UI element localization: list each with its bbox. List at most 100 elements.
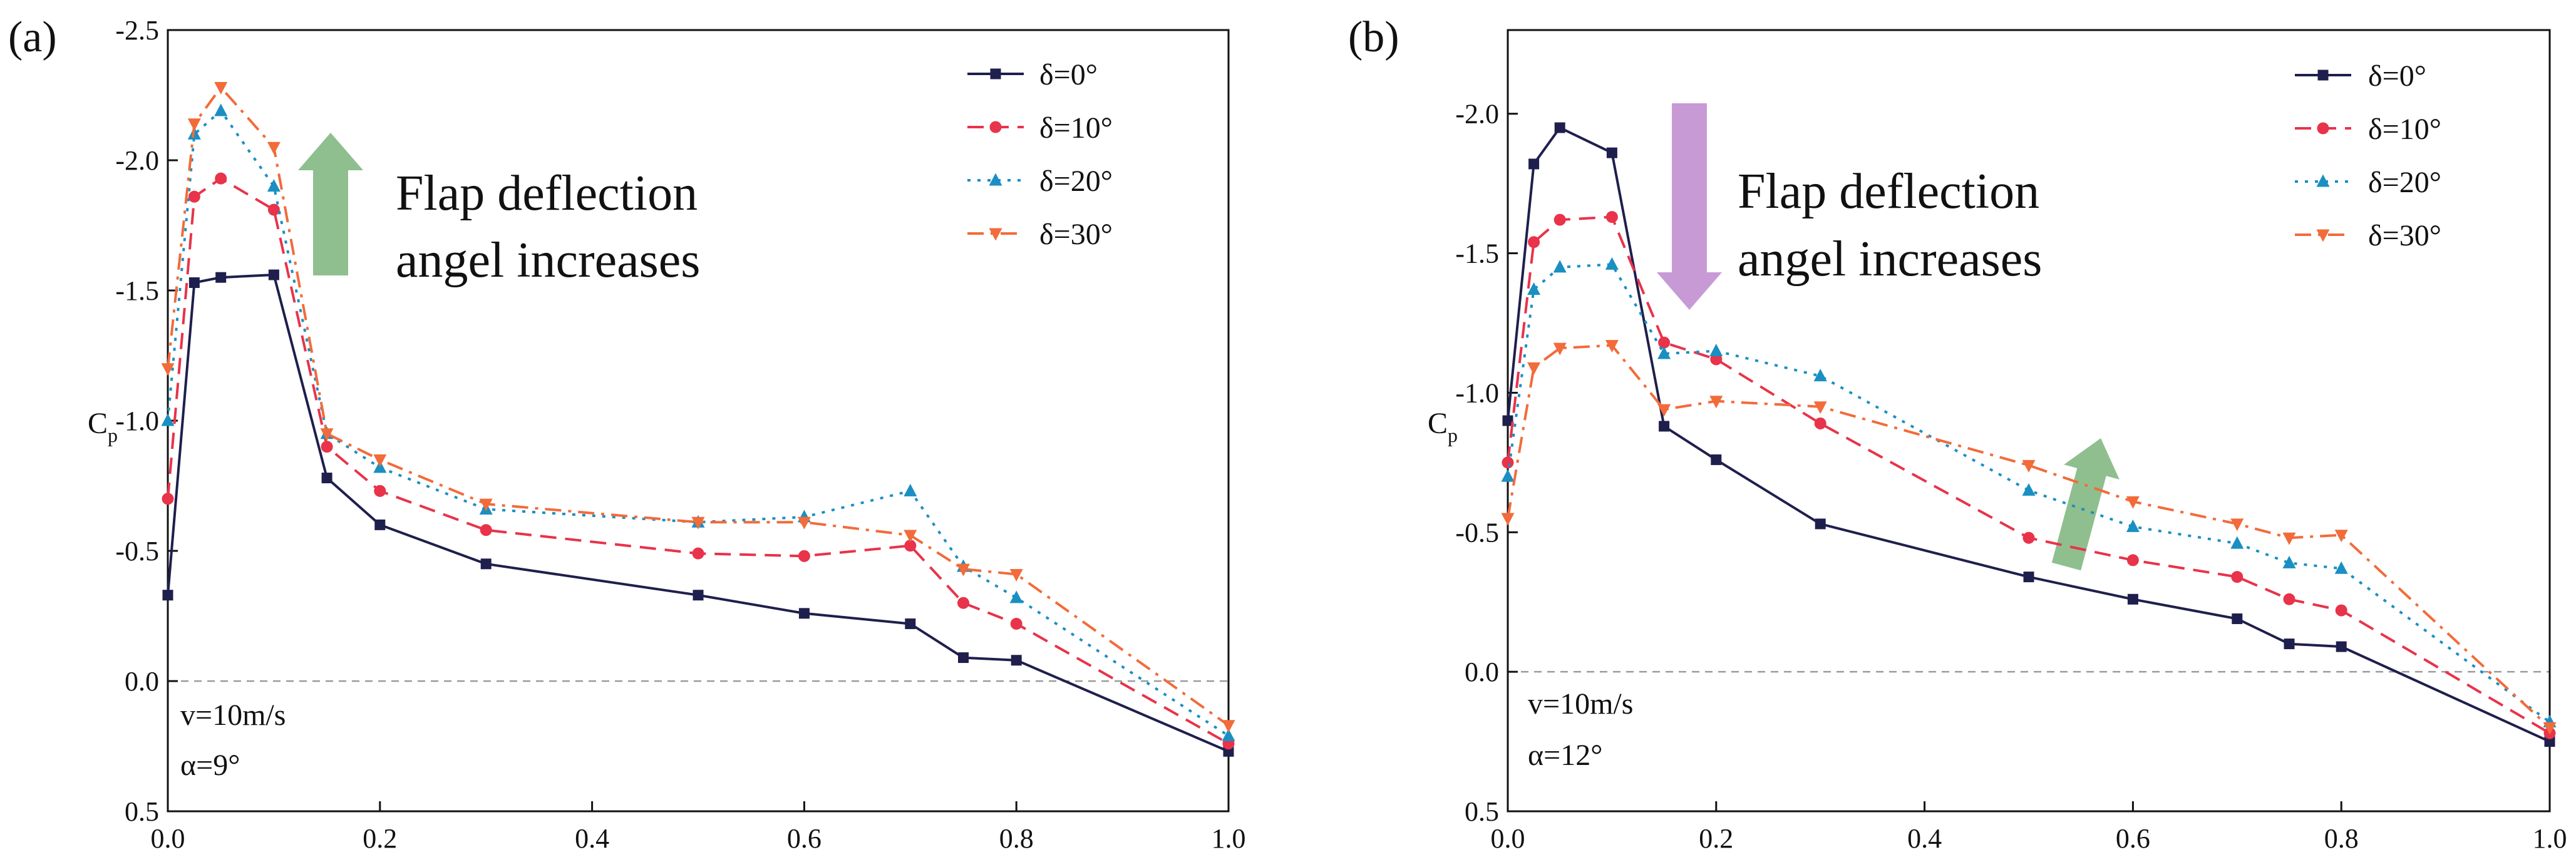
data-point bbox=[2544, 736, 2555, 747]
data-point bbox=[267, 141, 281, 155]
annotation-line-1: Flap deflection bbox=[396, 166, 698, 221]
legend-label: δ=30° bbox=[1039, 218, 1113, 251]
data-point bbox=[1528, 158, 1540, 170]
legend-entry-3: δ=30° bbox=[2295, 219, 2441, 252]
y-tick-label: -2.5 bbox=[115, 15, 159, 46]
data-point bbox=[161, 413, 175, 426]
x-tick-label: 1.0 bbox=[2533, 823, 2567, 854]
data-point bbox=[1710, 353, 1723, 366]
data-point bbox=[957, 563, 970, 577]
data-point bbox=[2284, 639, 2295, 650]
y-tick-label: -0.5 bbox=[115, 536, 159, 567]
data-point bbox=[162, 590, 173, 601]
data-point bbox=[1527, 362, 1541, 375]
panel-label: (b) bbox=[1348, 13, 1399, 61]
trend-arrow-icon bbox=[2051, 438, 2120, 571]
data-point bbox=[2543, 722, 2557, 735]
condition-velocity: v=10m/s bbox=[180, 699, 286, 732]
panel-a: 0.0 0.2 0.4 0.6 0.8 1.00.50.0-0.5-1.0-1.5-2.0… bbox=[8, 13, 1246, 854]
data-point bbox=[797, 516, 811, 530]
y-tick-label: 0.0 bbox=[125, 666, 159, 697]
data-point bbox=[1009, 590, 1023, 603]
condition-alpha: α=12° bbox=[1528, 739, 1602, 772]
data-point bbox=[905, 618, 916, 629]
data-point bbox=[373, 454, 387, 467]
data-point bbox=[1606, 147, 1617, 158]
data-point bbox=[2231, 571, 2244, 583]
legend-marker bbox=[2316, 174, 2330, 187]
data-point bbox=[321, 473, 332, 484]
data-point bbox=[2022, 531, 2035, 544]
data-point bbox=[1528, 236, 1540, 249]
y-tick-label: -1.0 bbox=[1455, 377, 1499, 408]
data-point bbox=[1658, 336, 1671, 349]
x-tick-label: 0.0 bbox=[1491, 823, 1525, 854]
x-tick-label: 0.0 bbox=[151, 823, 185, 854]
data-point bbox=[1814, 417, 1826, 429]
panel-label: (a) bbox=[8, 13, 57, 61]
legend-entry-1: δ=10° bbox=[2295, 113, 2441, 146]
y-axis-label-subscript: p bbox=[108, 424, 118, 446]
series-3 bbox=[1501, 340, 2557, 735]
legend-label: δ=10° bbox=[2368, 113, 2441, 146]
data-point bbox=[693, 590, 704, 601]
x-tick-label: 0.8 bbox=[2324, 823, 2359, 854]
legend-marker bbox=[990, 68, 1001, 80]
data-point bbox=[187, 118, 201, 131]
increase-arrow-icon bbox=[298, 133, 363, 275]
data-point bbox=[1222, 728, 1235, 741]
data-point bbox=[2336, 641, 2347, 652]
data-point bbox=[1709, 344, 1723, 357]
legend-marker bbox=[2317, 122, 2329, 135]
data-point bbox=[2335, 604, 2347, 617]
legend-label: δ=20° bbox=[1039, 165, 1113, 198]
data-point bbox=[692, 547, 704, 560]
data-point bbox=[480, 558, 492, 570]
annotation-line-2: angel increases bbox=[1738, 232, 2042, 287]
y-tick-label: -1.0 bbox=[115, 406, 159, 436]
data-point bbox=[374, 485, 386, 497]
data-point bbox=[2282, 532, 2296, 545]
data-point bbox=[2230, 518, 2244, 531]
data-point bbox=[1605, 211, 1618, 223]
data-point bbox=[904, 530, 917, 543]
x-tick-label: 1.0 bbox=[1212, 823, 1246, 854]
annotation-line-2: angel increases bbox=[396, 233, 700, 288]
data-point bbox=[161, 363, 175, 376]
data-point bbox=[1553, 342, 1567, 356]
series-line bbox=[1507, 215, 2551, 734]
data-point bbox=[1009, 568, 1023, 582]
legend-label: δ=10° bbox=[1039, 111, 1113, 145]
y-axis-label-main: C bbox=[88, 407, 108, 440]
y-axis-label: Cp bbox=[88, 407, 118, 446]
legend-marker bbox=[989, 228, 1002, 241]
data-point bbox=[1554, 122, 1565, 133]
data-point bbox=[1815, 518, 1826, 530]
panel-b: 0.0 0.2 0.4 0.6 0.8 1.00.50.0-0.5-1.0-1.5-2.0… bbox=[1348, 13, 2567, 854]
data-point bbox=[162, 493, 174, 505]
legend-marker bbox=[2316, 229, 2330, 242]
data-point bbox=[1813, 401, 1827, 414]
data-point bbox=[1502, 456, 1514, 469]
data-point bbox=[2126, 519, 2140, 532]
decrease-arrow-icon bbox=[1657, 103, 1722, 310]
data-point bbox=[1502, 415, 1513, 426]
data-point bbox=[1813, 369, 1827, 382]
data-point bbox=[1010, 617, 1023, 630]
data-point bbox=[1605, 340, 1619, 353]
data-point bbox=[1553, 213, 1566, 226]
data-point bbox=[2334, 530, 2348, 543]
y-axis-label-subscript: p bbox=[1448, 424, 1458, 446]
legend-label: δ=30° bbox=[2368, 219, 2441, 252]
data-point bbox=[267, 179, 281, 192]
data-point bbox=[1011, 655, 1022, 666]
x-tick-label: 0.6 bbox=[2116, 823, 2150, 854]
data-point bbox=[2022, 459, 2036, 473]
data-point bbox=[904, 540, 917, 552]
data-point bbox=[1659, 421, 1670, 432]
legend-entry-2: δ=20° bbox=[2295, 166, 2441, 199]
y-tick-label: -1.5 bbox=[1455, 239, 1499, 269]
data-point bbox=[214, 82, 228, 95]
data-point bbox=[374, 519, 386, 530]
data-point bbox=[1657, 404, 1671, 417]
